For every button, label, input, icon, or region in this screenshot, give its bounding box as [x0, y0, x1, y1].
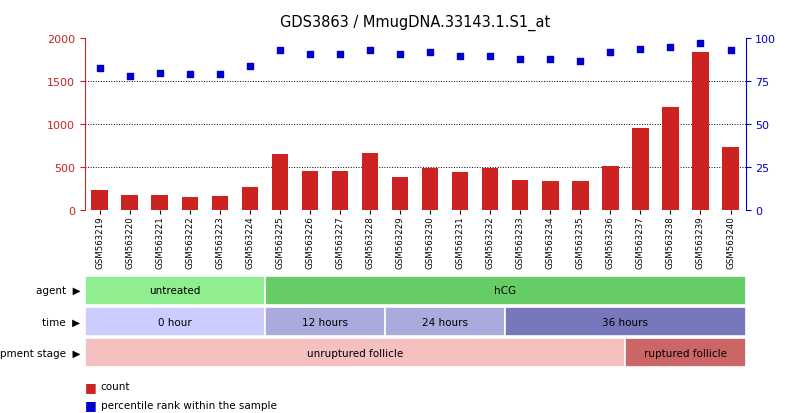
Bar: [542, 182, 559, 211]
Bar: [362, 153, 378, 211]
Point: [304, 51, 317, 58]
Point: [424, 50, 437, 56]
Bar: [602, 167, 619, 211]
Point: [243, 63, 256, 70]
Bar: [152, 196, 168, 211]
Text: 24 hours: 24 hours: [422, 317, 468, 327]
Text: 12 hours: 12 hours: [302, 317, 348, 327]
Point: [604, 50, 617, 56]
Bar: [505, 307, 746, 337]
Point: [393, 51, 406, 58]
Bar: [85, 338, 625, 368]
Text: untreated: untreated: [149, 286, 201, 296]
Bar: [625, 338, 746, 368]
Bar: [722, 148, 739, 211]
Text: ■: ■: [85, 380, 97, 393]
Bar: [242, 187, 258, 211]
Point: [93, 65, 106, 72]
Text: count: count: [101, 381, 131, 391]
Point: [364, 48, 376, 55]
Point: [183, 72, 196, 78]
Text: ■: ■: [85, 398, 97, 411]
Bar: [392, 177, 409, 211]
Bar: [272, 155, 289, 211]
Bar: [692, 53, 708, 211]
Text: 36 hours: 36 hours: [602, 317, 648, 327]
Text: hCG: hCG: [494, 286, 517, 296]
Bar: [122, 196, 138, 211]
Bar: [211, 196, 228, 211]
Point: [724, 48, 737, 55]
Bar: [181, 197, 198, 211]
Point: [484, 53, 496, 60]
Text: development stage  ▶: development stage ▶: [0, 348, 81, 358]
Text: ruptured follicle: ruptured follicle: [644, 348, 727, 358]
Bar: [663, 108, 679, 211]
Text: percentile rank within the sample: percentile rank within the sample: [101, 400, 276, 410]
Point: [513, 57, 526, 63]
Point: [634, 46, 647, 53]
Point: [214, 72, 226, 78]
Point: [574, 58, 587, 65]
Point: [664, 45, 677, 51]
Bar: [265, 276, 746, 306]
Text: GDS3863 / MmugDNA.33143.1.S1_at: GDS3863 / MmugDNA.33143.1.S1_at: [280, 15, 550, 31]
Point: [273, 48, 286, 55]
Point: [123, 74, 136, 80]
Point: [694, 41, 707, 47]
Bar: [265, 307, 385, 337]
Bar: [422, 169, 438, 211]
Bar: [85, 307, 265, 337]
Text: unruptured follicle: unruptured follicle: [307, 348, 403, 358]
Point: [334, 51, 347, 58]
Bar: [572, 182, 588, 211]
Bar: [301, 172, 318, 211]
Point: [454, 53, 467, 60]
Bar: [482, 169, 498, 211]
Bar: [332, 172, 348, 211]
Point: [153, 70, 166, 77]
Bar: [512, 180, 529, 211]
Text: time  ▶: time ▶: [43, 317, 81, 327]
Text: agent  ▶: agent ▶: [36, 286, 81, 296]
Bar: [385, 307, 505, 337]
Bar: [452, 173, 468, 211]
Bar: [91, 190, 108, 211]
Point: [544, 57, 557, 63]
Bar: [85, 276, 265, 306]
Bar: [632, 128, 649, 211]
Text: 0 hour: 0 hour: [158, 317, 192, 327]
